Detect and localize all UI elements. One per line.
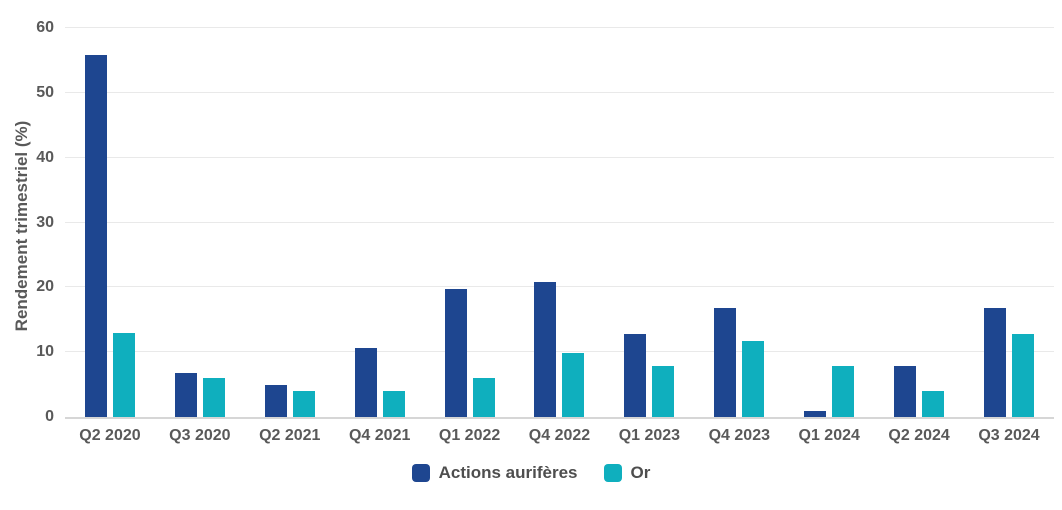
bar-group-q2-2021: Q2 2021 [245, 28, 335, 444]
legend-item-or: Or [603, 463, 651, 483]
bar-pair [174, 28, 225, 417]
legend-label: Actions aurifères [438, 463, 578, 482]
bar-or [1012, 334, 1035, 417]
bar-groups: Q2 2020 Q3 2020 Q2 2021 Q4 2021 Q1 2022 Q4 20… [65, 28, 1054, 444]
y-tick-label-30: 30 [36, 213, 54, 231]
bar-actions-aurifères [534, 282, 557, 417]
bar-or [652, 365, 675, 417]
x-axis-label: Q3 2024 [978, 427, 1040, 444]
x-axis-label: Q1 2023 [618, 427, 681, 444]
legend-swatch [603, 464, 622, 482]
bar-pair [84, 28, 135, 417]
gridline-y-60 [65, 27, 1054, 28]
y-tick-label-60: 60 [36, 19, 54, 36]
gridline-y-10 [65, 351, 1054, 353]
bar-group-q4-2022: Q4 2022 [515, 28, 605, 444]
gridline-y-20 [65, 286, 1054, 288]
bar-actions-aurifères [714, 308, 737, 417]
bar-actions-aurifères [444, 288, 467, 417]
bar-pair [444, 28, 495, 417]
bar-group-q4-2023: Q4 2023 [694, 28, 784, 444]
x-axis-label: Q3 2020 [169, 427, 231, 444]
x-axis-label: Q2 2020 [79, 427, 141, 444]
legend-swatch [411, 464, 430, 482]
bar-pair [984, 28, 1035, 417]
bar-pair [804, 28, 855, 417]
bar-or [832, 366, 855, 417]
bar-group-q2-2024: Q2 2024 [874, 28, 964, 444]
x-axis-label: Q2 2024 [888, 427, 950, 444]
bar-or [742, 340, 765, 417]
x-axis-label: Q4 2021 [348, 427, 411, 444]
y-tick-label-20: 20 [36, 278, 54, 296]
bar-actions-aurifères [984, 308, 1007, 417]
gridline-y-30 [65, 221, 1054, 223]
bar-or [922, 391, 945, 417]
x-axis-label: Q1 2022 [438, 427, 501, 444]
bar-pair [714, 28, 765, 417]
x-axis-label: Q2 2021 [259, 427, 321, 444]
bar-actions-aurifères [804, 411, 827, 417]
y-tick-label-50: 50 [36, 83, 54, 101]
bar-actions-aurifères [624, 334, 647, 417]
x-axis-label: Q4 2022 [528, 427, 591, 444]
bar-or [382, 391, 405, 417]
y-tick-label-10: 10 [36, 343, 54, 361]
bar-pair [534, 28, 585, 417]
legend: Actions aurifères Or [0, 463, 1062, 483]
legend-label: Or [630, 463, 651, 482]
x-axis-label: Q4 2023 [708, 427, 770, 444]
legend-item-actions-aurifères: Actions aurifères [411, 463, 578, 483]
gridline-y-40 [65, 156, 1054, 158]
plot-area: Q2 2020 Q3 2020 Q2 2021 Q4 2021 Q1 2022 Q4 20… [65, 27, 1054, 444]
bar-actions-aurifères [174, 372, 197, 417]
bar-group-q2-2020: Q2 2020 [65, 28, 155, 444]
gridline-y-50 [65, 91, 1054, 93]
bar-actions-aurifères [354, 347, 377, 417]
bar-or [472, 378, 495, 417]
bar-pair [624, 28, 675, 417]
bar-pair [264, 28, 315, 417]
bar-or [562, 353, 585, 417]
bar-or [112, 333, 135, 417]
bar-group-q4-2021: Q4 2021 [335, 28, 425, 444]
y-tick-label-40: 40 [36, 148, 54, 166]
bar-group-q1-2024: Q1 2024 [784, 28, 874, 444]
bar-group-q1-2022: Q1 2022 [425, 28, 515, 444]
bar-group-q3-2024: Q3 2024 [964, 28, 1054, 444]
bar-group-q1-2023: Q1 2023 [604, 28, 694, 444]
bar-pair [354, 28, 405, 417]
y-tick-label-0: 0 [45, 408, 54, 425]
bar-or [292, 391, 315, 417]
bar-group-q3-2020: Q3 2020 [155, 28, 245, 444]
bar-or [202, 378, 225, 417]
y-axis-tick-labels: 0 10 20 30 40 50 60 [0, 20, 54, 425]
bar-actions-aurifères [894, 365, 917, 417]
x-axis-label: Q1 2024 [798, 427, 860, 444]
bar-actions-aurifères [264, 384, 287, 417]
bar-actions-aurifères [84, 55, 107, 417]
bar-pair [894, 28, 945, 417]
